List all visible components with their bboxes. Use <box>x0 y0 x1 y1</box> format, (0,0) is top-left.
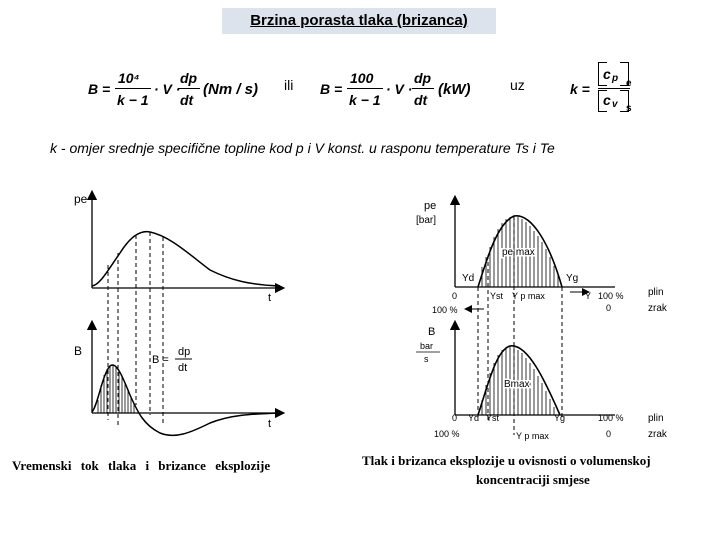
hundred-label-top-right: 100 % <box>598 291 624 301</box>
t-axis-top-label: t <box>268 292 271 304</box>
b-axis-right-label: B <box>428 326 435 338</box>
pe-axis-right-unit: [bar] <box>416 215 436 226</box>
pe-axis-right-label: pe <box>424 200 436 212</box>
formula1-dp: dp <box>180 70 198 86</box>
formula1-fraction-bar <box>115 88 151 89</box>
right-figure-caption-line2: koncentraciji smjese <box>476 472 590 487</box>
left-formula-num: dp <box>178 346 190 358</box>
yd-label-bottom: Yd <box>468 413 479 423</box>
ypmax-label-top: Y p max <box>512 291 545 301</box>
concentration-diagram: pe [bar] pe max pe max Yd Yg 0 Yst Y p m… <box>416 195 668 441</box>
formula3-bracket-top-right <box>620 62 629 86</box>
plin-label-bottom: plin <box>648 413 664 424</box>
pressure-hatching <box>481 216 559 287</box>
b-unit-den: s <box>424 354 429 364</box>
yst-label-bottom: Yst <box>486 413 500 423</box>
left-figure-caption: Vremenski tok tlaka i brizance eksplozij… <box>12 458 271 473</box>
y-label-top: Y <box>585 291 591 301</box>
formula3-bracket-bot-left <box>598 90 607 112</box>
pe-max-label: pe max <box>502 247 535 258</box>
formula1-denominator: k − 1 <box>117 92 149 108</box>
formula1-dt: dt <box>180 92 194 108</box>
plin-label-top: plin <box>648 287 664 298</box>
formula2-denominator: k − 1 <box>349 92 381 108</box>
zero-label-bottom-right: 0 <box>606 429 611 439</box>
formula3-den: c <box>603 92 611 108</box>
zrak-label-top: zrak <box>648 303 668 314</box>
right-figure-caption-line1: Tlak i brizanca eksplozije u ovisnosti o… <box>362 453 651 468</box>
zero-label-top: 0 <box>452 291 457 301</box>
definition-caption: k - omjer srednje specifične topline kod… <box>50 140 555 156</box>
zero-label-top-right: 0 <box>606 303 611 313</box>
b-unit-num: bar <box>420 341 433 351</box>
formula3-bound-bottom: s <box>626 103 632 114</box>
formula2-dp: dp <box>414 70 432 86</box>
formula1-dpdt-bar <box>178 88 200 89</box>
formula3-lhs: k = <box>570 81 590 97</box>
b-hump-curve <box>477 345 561 416</box>
connector-uz: uz <box>510 77 525 93</box>
formula3-bracket-bot-right <box>620 90 629 112</box>
formula2-mid: · V · <box>386 81 413 97</box>
brizanca-hatching <box>97 365 135 413</box>
time-diagram: pe t B t B = dp dt <box>74 189 286 437</box>
bmax-label-halo: Bmax <box>504 379 530 390</box>
formula3-den-sub: v <box>612 99 618 110</box>
brizanca-curve <box>91 364 281 437</box>
formula2-unit: (kW) <box>438 81 471 98</box>
formula1-lhs: B = <box>88 81 111 97</box>
formula3-num-sub: p <box>612 73 619 84</box>
yg-label-top: Yg <box>566 273 578 284</box>
formula1-unit: (Nm / s) <box>203 81 259 98</box>
yg-label-bottom: Yg <box>554 413 565 423</box>
hundred-label-top-left: 100 % <box>432 305 458 315</box>
left-formula-den: dt <box>178 362 187 374</box>
formula1-mid: · V · <box>154 81 181 97</box>
yst-label-top: Yst <box>490 291 504 301</box>
formula2-fraction-bar <box>347 88 383 89</box>
left-formula-lhs: B = <box>152 354 169 366</box>
formula2-dpdt-bar <box>412 88 434 89</box>
yd-label-top: Yd <box>462 273 474 284</box>
ypmax-label-bottom: Y p max <box>516 431 549 441</box>
pressure-curve <box>91 230 281 287</box>
bmax-label: Bmax <box>504 379 530 390</box>
formula3-num: c <box>603 66 611 82</box>
time-dashed-guides <box>107 232 164 425</box>
formula2-dt: dt <box>414 92 428 108</box>
hundred-label-bottom-left: 100 % <box>434 429 460 439</box>
b-axis-label: B <box>74 344 82 358</box>
formula2-lhs: B = <box>320 81 343 97</box>
pe-max-label-halo: pe max <box>502 247 535 258</box>
hundred-label-bottom-right: 100 % <box>598 413 624 423</box>
formula1-numerator: 10⁴ <box>118 70 140 86</box>
page-title: Brzina porasta tlaka (brizanca) <box>222 8 496 34</box>
formula2-numerator: 100 <box>350 70 374 86</box>
formula3-fraction-bar <box>598 88 630 89</box>
pe-axis-label: pe <box>74 192 88 206</box>
zero-label-bottom: 0 <box>452 413 457 423</box>
connector-ili: ili <box>284 77 294 93</box>
formula3-bound-top: e <box>626 78 632 89</box>
t-axis-bottom-label: t <box>268 418 271 430</box>
zrak-label-bottom: zrak <box>648 429 668 440</box>
formula3-bracket-top-left <box>598 62 607 86</box>
